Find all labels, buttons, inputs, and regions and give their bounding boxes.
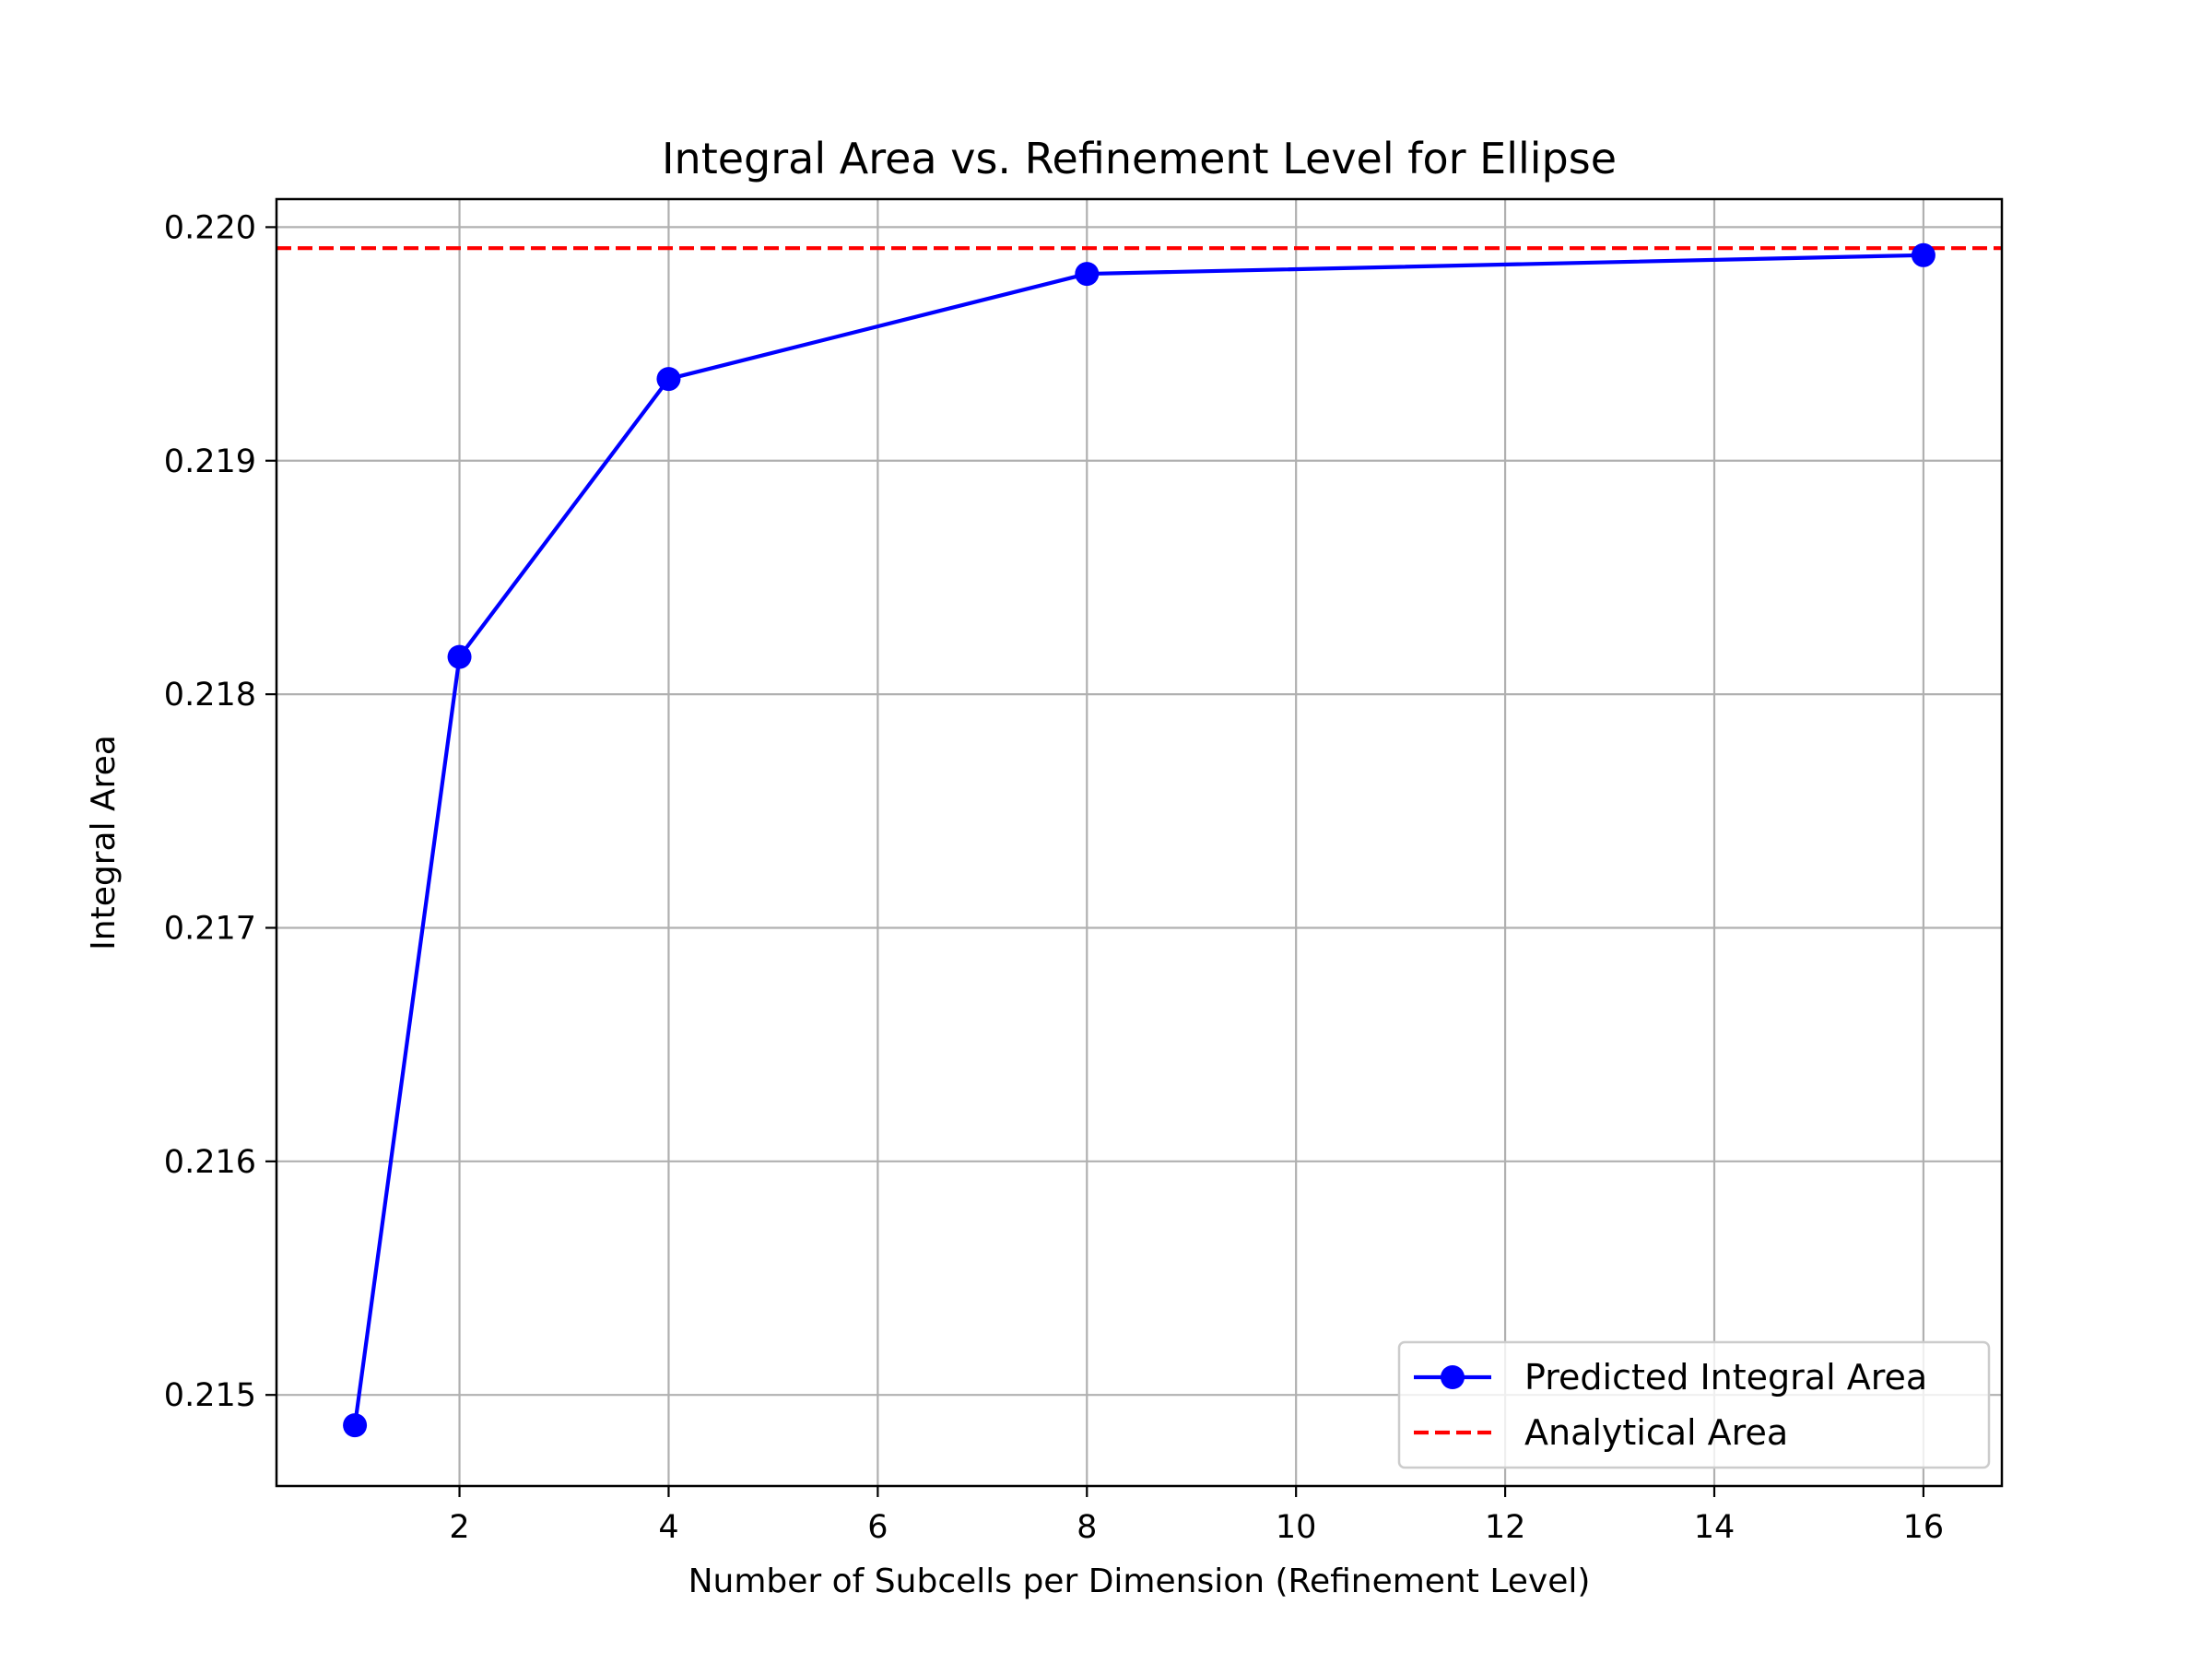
axis-ticks: 2 4 6 8 10 12 14 16 0.215 0.216 0.217 0.218 0.219 0.2… — [164, 209, 1944, 1546]
plot-area-frame — [275, 197, 2004, 1488]
legend-box — [1397, 1340, 1991, 1469]
predicted-point-1 — [343, 1413, 368, 1438]
y-tick-label-0.216: 0.216 — [164, 1144, 256, 1181]
predicted-point-8 — [1075, 262, 1100, 287]
legend-label-analytical: Analytical Area — [1524, 1412, 1788, 1453]
y-tick-label-0.217: 0.217 — [164, 910, 256, 947]
legend-label-predicted: Predicted Integral Area — [1524, 1357, 1927, 1398]
x-tick-label-8: 8 — [1077, 1509, 1097, 1546]
predicted-point-4 — [656, 367, 681, 392]
series-layer — [276, 242, 2002, 1438]
x-tick-label-12: 12 — [1485, 1509, 1526, 1546]
grid-lines — [276, 199, 2002, 1486]
chart-title: Integral Area vs. Refinement Level for E… — [662, 134, 1617, 183]
x-tick-label-2: 2 — [449, 1509, 469, 1546]
x-tick-label-10: 10 — [1276, 1509, 1317, 1546]
predicted-point-2 — [447, 644, 472, 669]
legend: Predicted Integral Area Analytical Area — [1397, 1340, 1991, 1469]
y-tick-label-0.219: 0.219 — [164, 443, 256, 480]
predicted-point-16 — [1911, 242, 1936, 267]
y-tick-label-0.220: 0.220 — [164, 209, 256, 246]
x-tick-label-16: 16 — [1903, 1509, 1945, 1546]
y-axis-label: Integral Area — [85, 735, 123, 950]
legend-swatch-predicted-marker — [1441, 1365, 1465, 1389]
x-tick-label-4: 4 — [658, 1509, 678, 1546]
y-tick-label-0.218: 0.218 — [164, 677, 256, 714]
x-tick-label-14: 14 — [1694, 1509, 1735, 1546]
x-axis-label: Number of Subcells per Dimension (Refine… — [688, 1563, 1591, 1600]
x-tick-label-6: 6 — [867, 1509, 888, 1546]
y-tick-label-0.215: 0.215 — [164, 1377, 256, 1414]
